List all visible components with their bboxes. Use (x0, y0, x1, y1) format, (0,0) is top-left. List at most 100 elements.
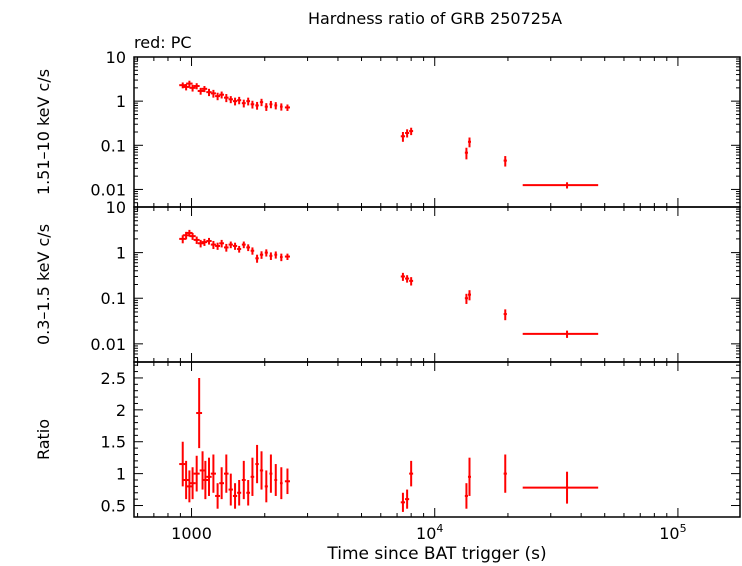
data-point (409, 277, 414, 286)
data-point (279, 103, 283, 111)
data-point (264, 103, 268, 111)
data-series (179, 377, 599, 512)
data-point (409, 460, 414, 487)
data-point (206, 237, 212, 245)
data-point (206, 88, 212, 97)
data-point (196, 377, 203, 449)
data-point (224, 243, 229, 252)
data-point (284, 104, 290, 111)
y-tick-label: 1 (116, 465, 126, 484)
panels: 10 1 0.1 0.01 1.51–10 keV c/s 10 1 0.1 0.01 0.3–1… (34, 48, 741, 543)
data-point (405, 489, 410, 509)
y-axis-label: 0.3–1.5 keV c/s (34, 224, 53, 345)
x-tick-exponent: 5 (680, 522, 687, 535)
chart-annotation: red: PC (134, 33, 192, 52)
data-point (210, 240, 216, 250)
data-point (259, 98, 264, 107)
data-point (219, 467, 225, 500)
x-axis-ticks (137, 207, 679, 362)
data-point (255, 254, 259, 263)
panel-frame (133, 361, 741, 518)
data-point (274, 102, 278, 110)
data-point (182, 83, 190, 91)
y-tick-label: 0.1 (101, 136, 126, 155)
data-point (228, 473, 233, 506)
data-point (189, 232, 196, 240)
data-series (179, 80, 599, 189)
data-point (255, 101, 259, 110)
panel-2: 10 1 0.1 0.01 0.3–1.5 keV c/s (34, 198, 741, 363)
data-point (284, 468, 290, 495)
data-point (467, 290, 472, 301)
data-point (522, 182, 599, 189)
y-tick-label: 1 (116, 92, 126, 111)
y-tick-label: 1.5 (101, 433, 126, 452)
data-point (219, 91, 225, 99)
panel-3: 2.5 2 1.5 1 0.5 Ratio (34, 361, 741, 518)
y-axis-ticks (134, 56, 740, 208)
data-point (197, 239, 204, 248)
data-point (400, 492, 406, 512)
x-axis-label: Time since BAT trigger (s) (326, 544, 546, 564)
x-axis-ticks (137, 362, 679, 517)
data-point (193, 83, 200, 90)
y-axis-label: Ratio (34, 419, 53, 460)
data-point (522, 330, 599, 338)
data-point (264, 470, 268, 503)
data-point (246, 97, 251, 106)
data-point (179, 441, 187, 487)
data-point (219, 239, 225, 248)
y-axis-label: 1.51–10 keV c/s (34, 69, 53, 195)
data-point (405, 129, 410, 138)
data-point (237, 480, 242, 506)
data-point (210, 89, 216, 98)
y-tick-label: 0.01 (90, 335, 126, 354)
data-point (210, 454, 216, 493)
panel-frame (133, 206, 741, 363)
x-tick-exponent: 4 (436, 522, 443, 535)
data-point (201, 86, 208, 93)
y-tick-label: 0.1 (101, 289, 126, 308)
data-point (503, 454, 507, 493)
x-tick-label: 105 (659, 522, 686, 543)
data-point (224, 454, 229, 493)
data-point (197, 87, 204, 95)
data-point (400, 132, 406, 142)
data-point (232, 483, 238, 509)
data-point (215, 242, 221, 250)
data-point (215, 92, 221, 101)
data-point (409, 127, 414, 136)
data-point (274, 251, 278, 259)
data-point (467, 457, 472, 496)
data-point (241, 460, 246, 500)
y-tick-label: 10 (106, 198, 126, 217)
data-point (228, 96, 233, 104)
x-tick-label: 1000 (171, 524, 212, 543)
panel-1: 10 1 0.1 0.01 1.51–10 keV c/s (34, 48, 741, 208)
data-point (467, 137, 472, 148)
data-point (284, 253, 290, 260)
data-point (224, 94, 229, 103)
data-point (464, 293, 468, 304)
data-point (269, 100, 273, 109)
y-axis-ticks (134, 364, 740, 507)
data-point (464, 147, 468, 160)
data-point (206, 457, 212, 496)
data-point (232, 242, 238, 250)
data-point (179, 235, 187, 244)
data-point (193, 236, 200, 244)
data-point (189, 84, 196, 92)
y-tick-label: 2.5 (101, 369, 126, 388)
data-point (186, 80, 193, 87)
data-point (279, 253, 283, 262)
data-point (503, 309, 507, 321)
data-point (405, 275, 410, 283)
data-point (228, 241, 233, 249)
data-point (241, 241, 246, 249)
data-point (237, 245, 242, 253)
y-tick-label: 0.5 (101, 497, 126, 516)
data-point (400, 272, 406, 281)
data-point (522, 471, 599, 504)
data-point (255, 444, 259, 484)
data-point (259, 251, 264, 259)
